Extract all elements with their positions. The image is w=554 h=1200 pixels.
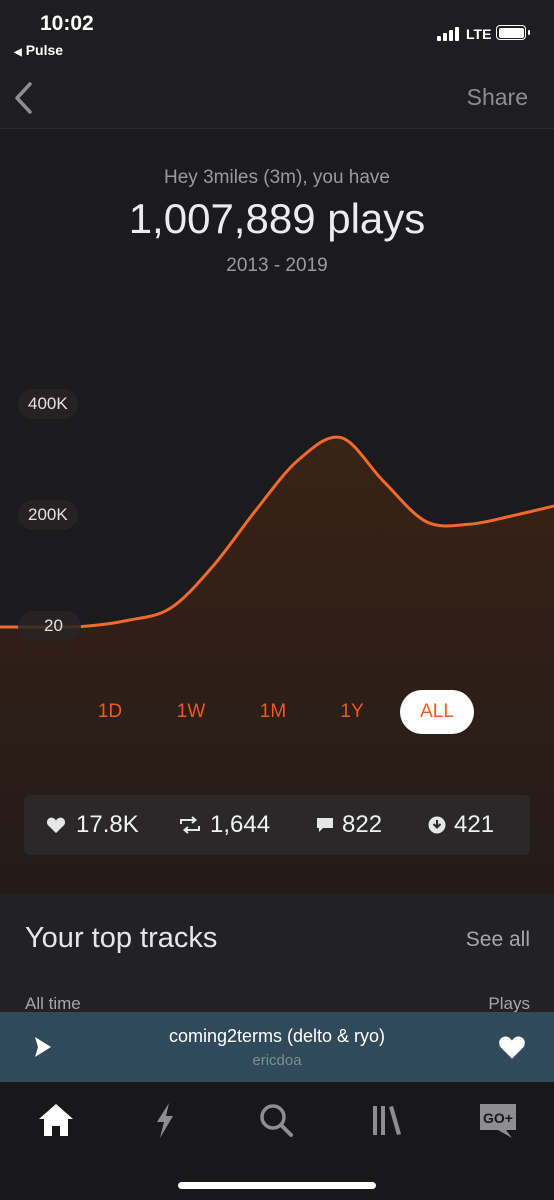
play-icon[interactable] (30, 1035, 54, 1059)
status-time: 10:02 (40, 12, 94, 35)
period-tab-1d[interactable]: 1D (97, 701, 123, 722)
tab-stream-icon[interactable] (135, 1098, 195, 1142)
likes-count: 17.8K (76, 811, 139, 838)
tab-home-icon[interactable] (26, 1098, 86, 1142)
now-playing-artist: ericdoa (252, 1052, 302, 1069)
period-tab-1y[interactable]: 1Y (340, 701, 364, 722)
y-tick-label: 400K (18, 389, 78, 419)
like-heart-icon[interactable] (498, 1034, 526, 1060)
heart-icon (46, 817, 66, 834)
home-indicator (178, 1182, 376, 1189)
back-chevron-icon[interactable] (10, 78, 50, 118)
tab-search-icon[interactable] (247, 1098, 307, 1142)
reposts-count: 1,644 (210, 811, 271, 838)
comment-icon (317, 818, 333, 832)
year-range: 2013 - 2019 (226, 255, 328, 276)
period-tab-all[interactable]: ALL (400, 690, 474, 734)
tab-bar: GO+ (0, 1082, 554, 1200)
chart-series-line (0, 435, 554, 629)
back-triangle-icon: ◀ (14, 47, 22, 58)
plays-total: 1,007,889 plays (128, 195, 426, 242)
battery-icon (496, 25, 530, 40)
status-bar: 10:02 ◀ Pulse LTE (0, 0, 554, 70)
downloads-count: 421 (454, 811, 495, 838)
period-selector: 1D 1W 1M 1Y ALL (0, 690, 554, 736)
mini-player[interactable]: coming2terms (delto & ryo) ericdoa (0, 1012, 554, 1082)
nav-bar: Share (0, 70, 554, 129)
chart-area-fill (0, 437, 554, 894)
y-tick-label: 200K (18, 500, 78, 530)
signal-icon (437, 27, 461, 41)
top-tracks-period-label: All time (25, 994, 81, 1012)
stat-likes: 17.8K (46, 795, 139, 855)
stat-downloads: 421 (428, 795, 494, 855)
plays-chart (0, 435, 554, 894)
stats-card: 17.8K 1,644 822 421 (24, 795, 530, 855)
top-tracks-plays-label: Plays (488, 994, 530, 1012)
y-tick-label: 20 (18, 611, 81, 641)
stat-comments: 822 (316, 795, 382, 855)
insights-hero: Hey 3miles (3m), you have 1,007,889 play… (0, 129, 554, 894)
back-app-label: Pulse (25, 42, 64, 58)
repost-icon (180, 816, 200, 834)
see-all-button[interactable]: See all (465, 928, 530, 951)
back-to-app[interactable]: ◀ Pulse (14, 42, 63, 58)
comments-count: 822 (342, 811, 383, 838)
go-plus-badge: GO+ (483, 1110, 513, 1126)
network-label: LTE (466, 26, 492, 42)
top-tracks-title: Your top tracks (25, 922, 218, 954)
period-tab-1m[interactable]: 1M (259, 701, 287, 722)
top-tracks-section: Your top tracks See all All time Plays (0, 894, 554, 1012)
tab-go-plus-icon[interactable]: GO+ (468, 1098, 528, 1142)
download-icon (428, 816, 446, 834)
tab-library-icon[interactable] (357, 1098, 417, 1142)
greeting-text: Hey 3miles (3m), you have (164, 167, 390, 188)
share-button[interactable]: Share (466, 84, 528, 110)
stat-reposts: 1,644 (178, 795, 270, 855)
now-playing-title: coming2terms (delto & ryo) (168, 1026, 386, 1046)
period-tab-1w[interactable]: 1W (176, 701, 206, 722)
